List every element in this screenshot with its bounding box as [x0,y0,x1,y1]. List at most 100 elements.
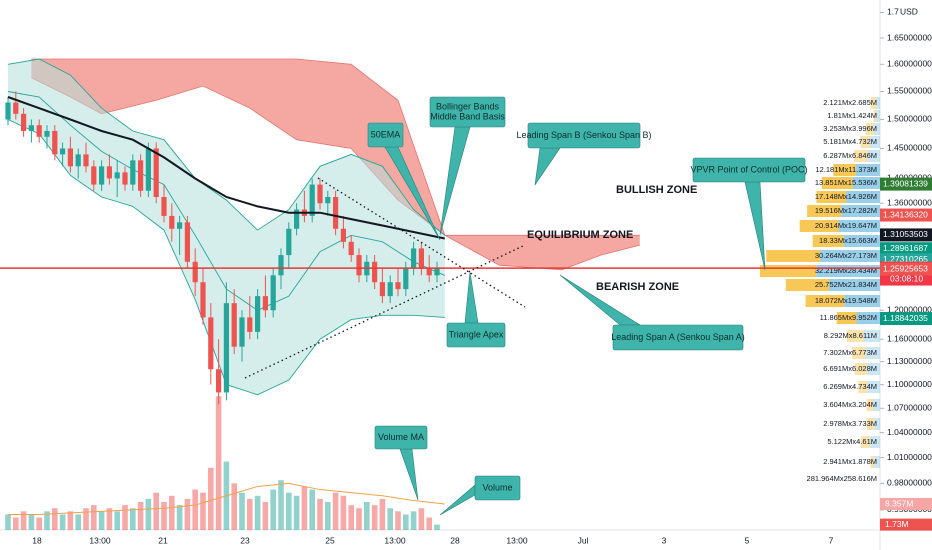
span-a-line [31,77,640,271]
vp-up-bar [843,235,880,247]
x-tick-label: 5 [745,535,750,545]
volume-tag [880,518,932,531]
callout-box [374,425,428,450]
bollinger-fill [8,59,445,395]
candle-body [52,130,58,155]
volume-ma-line [8,482,445,515]
zone-label: EQUILIBRIUM ZONE [527,229,633,241]
volume-bar [325,502,331,530]
candle-body [294,209,300,229]
vp-up-bar [869,136,880,148]
vp-label: 13.851Mx15.536M [815,178,877,187]
callout-text: Triangle Apex [449,329,504,339]
callout-text: Middle Band Basis [430,111,505,121]
y-tick-label: 1.20000000 [887,305,932,315]
y-tick-label: 1.55000000 [887,86,932,96]
candle-body [379,282,385,297]
volume-bar [184,498,191,530]
volume-tag-label: 8.357M [885,498,913,508]
volume-bar [395,511,401,530]
vp-label: 32.219Mx28.434M [815,266,877,275]
candle-body [28,125,34,131]
vp-down-bar [799,220,839,232]
y-tick-label: 1.7 [887,7,899,17]
candle-body [317,184,323,204]
price-tag [880,242,932,256]
volume-bar [98,511,105,530]
volume-bar [356,508,362,530]
callout-text: Leading Span A (Senkou Span A) [611,332,745,342]
candle-body [418,248,424,269]
volume-bar [114,511,120,530]
callout-text: 50EMA [371,129,401,139]
candle-body [372,261,378,283]
countdown: 03:08:10 [890,273,923,283]
price-tag-label: 1.28961687 [883,243,928,253]
vp-down-bar [870,456,875,468]
candle-body [340,228,346,242]
currency-label: USD [900,7,918,17]
vp-down-bar [846,330,864,342]
candle-body [348,241,354,256]
vp-down-bar [858,381,868,393]
volume-bar [20,511,27,530]
vp-down-bar [866,399,873,411]
candle-body [325,196,331,204]
vp-label: 20.914Mx19.647M [815,221,877,230]
volume-bar [231,483,237,530]
price-tag [880,177,932,191]
candle-body [192,261,198,283]
volume-bar [176,505,183,530]
callout-box [429,96,506,128]
vp-label: 3.253Mx3.996M [823,124,877,133]
vp-label: 17.148Mx14.926M [815,192,877,201]
candle-body [161,196,167,216]
y-tick-label: 1.01000000 [887,452,932,462]
callout-box [692,157,806,183]
candle-body [75,154,81,167]
vp-up-bar [872,399,880,411]
volume-bar [286,492,292,530]
x-tick-label: 28 [450,535,460,545]
y-tick-label: 1.10000000 [887,379,932,389]
vp-down-bar [873,110,877,122]
volume-bar [215,396,222,530]
vp-label: 25.752Mx21.834M [815,280,877,289]
vp-up-bar [820,250,880,262]
x-tick-label: 13:00 [384,535,406,545]
volume-bar [44,511,50,530]
vp-down-bar [853,150,868,162]
x-tick-label: 18 [32,535,42,545]
price-tag-label: 1.18842035 [883,313,928,323]
callout-box [446,322,506,348]
vp-label: 2.941Mx1.878M [823,457,877,466]
volume-bar [270,489,276,530]
candle-body [36,125,42,137]
vp-up-bar [852,177,880,189]
vp-label: 8.292Mx8.611M [824,331,877,340]
span-b-line [31,58,640,236]
candle-body [5,102,11,120]
volume-bar [364,502,370,530]
vp-up-bar [846,191,880,203]
volume-bar [67,511,74,530]
vp-up-bar [829,279,880,291]
vp-label: 30.264Mx27.173M [815,251,877,260]
vp-down-bar [854,363,867,375]
zone-label: BEARISH ZONE [596,281,679,293]
vp-label: 6.269Mx4.734M [823,382,877,391]
volume-bar [52,508,58,530]
volume-bar [28,514,35,530]
volume-bar [247,498,253,530]
vp-label: 2.978Mx3.733M [823,419,877,428]
y-tick-label: 1.60000000 [887,59,932,69]
ema-line [7,96,446,240]
candle-body [184,222,190,262]
candle-body [356,255,362,276]
vp-down-bar [870,97,876,109]
volume-bar [153,492,159,530]
volume-bar [348,505,354,530]
vp-label: 12.181Mx11.373M [815,165,877,174]
volume-bar [332,492,339,530]
vp-up-bar [869,436,880,448]
